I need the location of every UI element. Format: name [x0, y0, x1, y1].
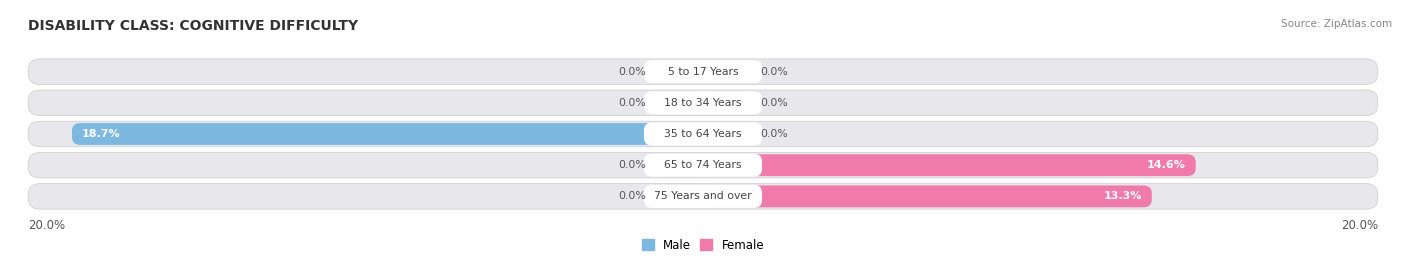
- FancyBboxPatch shape: [28, 152, 1378, 178]
- Text: 20.0%: 20.0%: [1341, 219, 1378, 232]
- Text: 0.0%: 0.0%: [761, 98, 789, 108]
- FancyBboxPatch shape: [703, 61, 754, 83]
- FancyBboxPatch shape: [644, 154, 762, 177]
- Text: 75 Years and over: 75 Years and over: [654, 191, 752, 201]
- Text: 0.0%: 0.0%: [617, 98, 645, 108]
- Text: 0.0%: 0.0%: [617, 67, 645, 77]
- FancyBboxPatch shape: [703, 123, 754, 145]
- FancyBboxPatch shape: [28, 59, 1378, 84]
- Text: 18.7%: 18.7%: [82, 129, 121, 139]
- FancyBboxPatch shape: [652, 92, 703, 114]
- FancyBboxPatch shape: [28, 90, 1378, 116]
- Text: 18 to 34 Years: 18 to 34 Years: [664, 98, 742, 108]
- FancyBboxPatch shape: [644, 91, 762, 114]
- FancyBboxPatch shape: [703, 92, 754, 114]
- FancyBboxPatch shape: [703, 154, 1195, 176]
- Text: 0.0%: 0.0%: [617, 191, 645, 201]
- FancyBboxPatch shape: [652, 185, 703, 207]
- FancyBboxPatch shape: [652, 154, 703, 176]
- Text: 13.3%: 13.3%: [1104, 191, 1142, 201]
- Text: 20.0%: 20.0%: [28, 219, 65, 232]
- Text: 14.6%: 14.6%: [1147, 160, 1185, 170]
- FancyBboxPatch shape: [72, 123, 703, 145]
- FancyBboxPatch shape: [28, 184, 1378, 209]
- FancyBboxPatch shape: [644, 122, 762, 146]
- Text: Source: ZipAtlas.com: Source: ZipAtlas.com: [1281, 19, 1392, 29]
- Text: 0.0%: 0.0%: [761, 129, 789, 139]
- FancyBboxPatch shape: [703, 185, 1152, 207]
- FancyBboxPatch shape: [652, 61, 703, 83]
- FancyBboxPatch shape: [644, 185, 762, 208]
- Text: 0.0%: 0.0%: [761, 67, 789, 77]
- Text: DISABILITY CLASS: COGNITIVE DIFFICULTY: DISABILITY CLASS: COGNITIVE DIFFICULTY: [28, 19, 359, 33]
- Legend: Male, Female: Male, Female: [641, 239, 765, 252]
- Text: 35 to 64 Years: 35 to 64 Years: [664, 129, 742, 139]
- FancyBboxPatch shape: [644, 60, 762, 83]
- Text: 0.0%: 0.0%: [617, 160, 645, 170]
- FancyBboxPatch shape: [28, 121, 1378, 147]
- Text: 5 to 17 Years: 5 to 17 Years: [668, 67, 738, 77]
- Text: 65 to 74 Years: 65 to 74 Years: [664, 160, 742, 170]
